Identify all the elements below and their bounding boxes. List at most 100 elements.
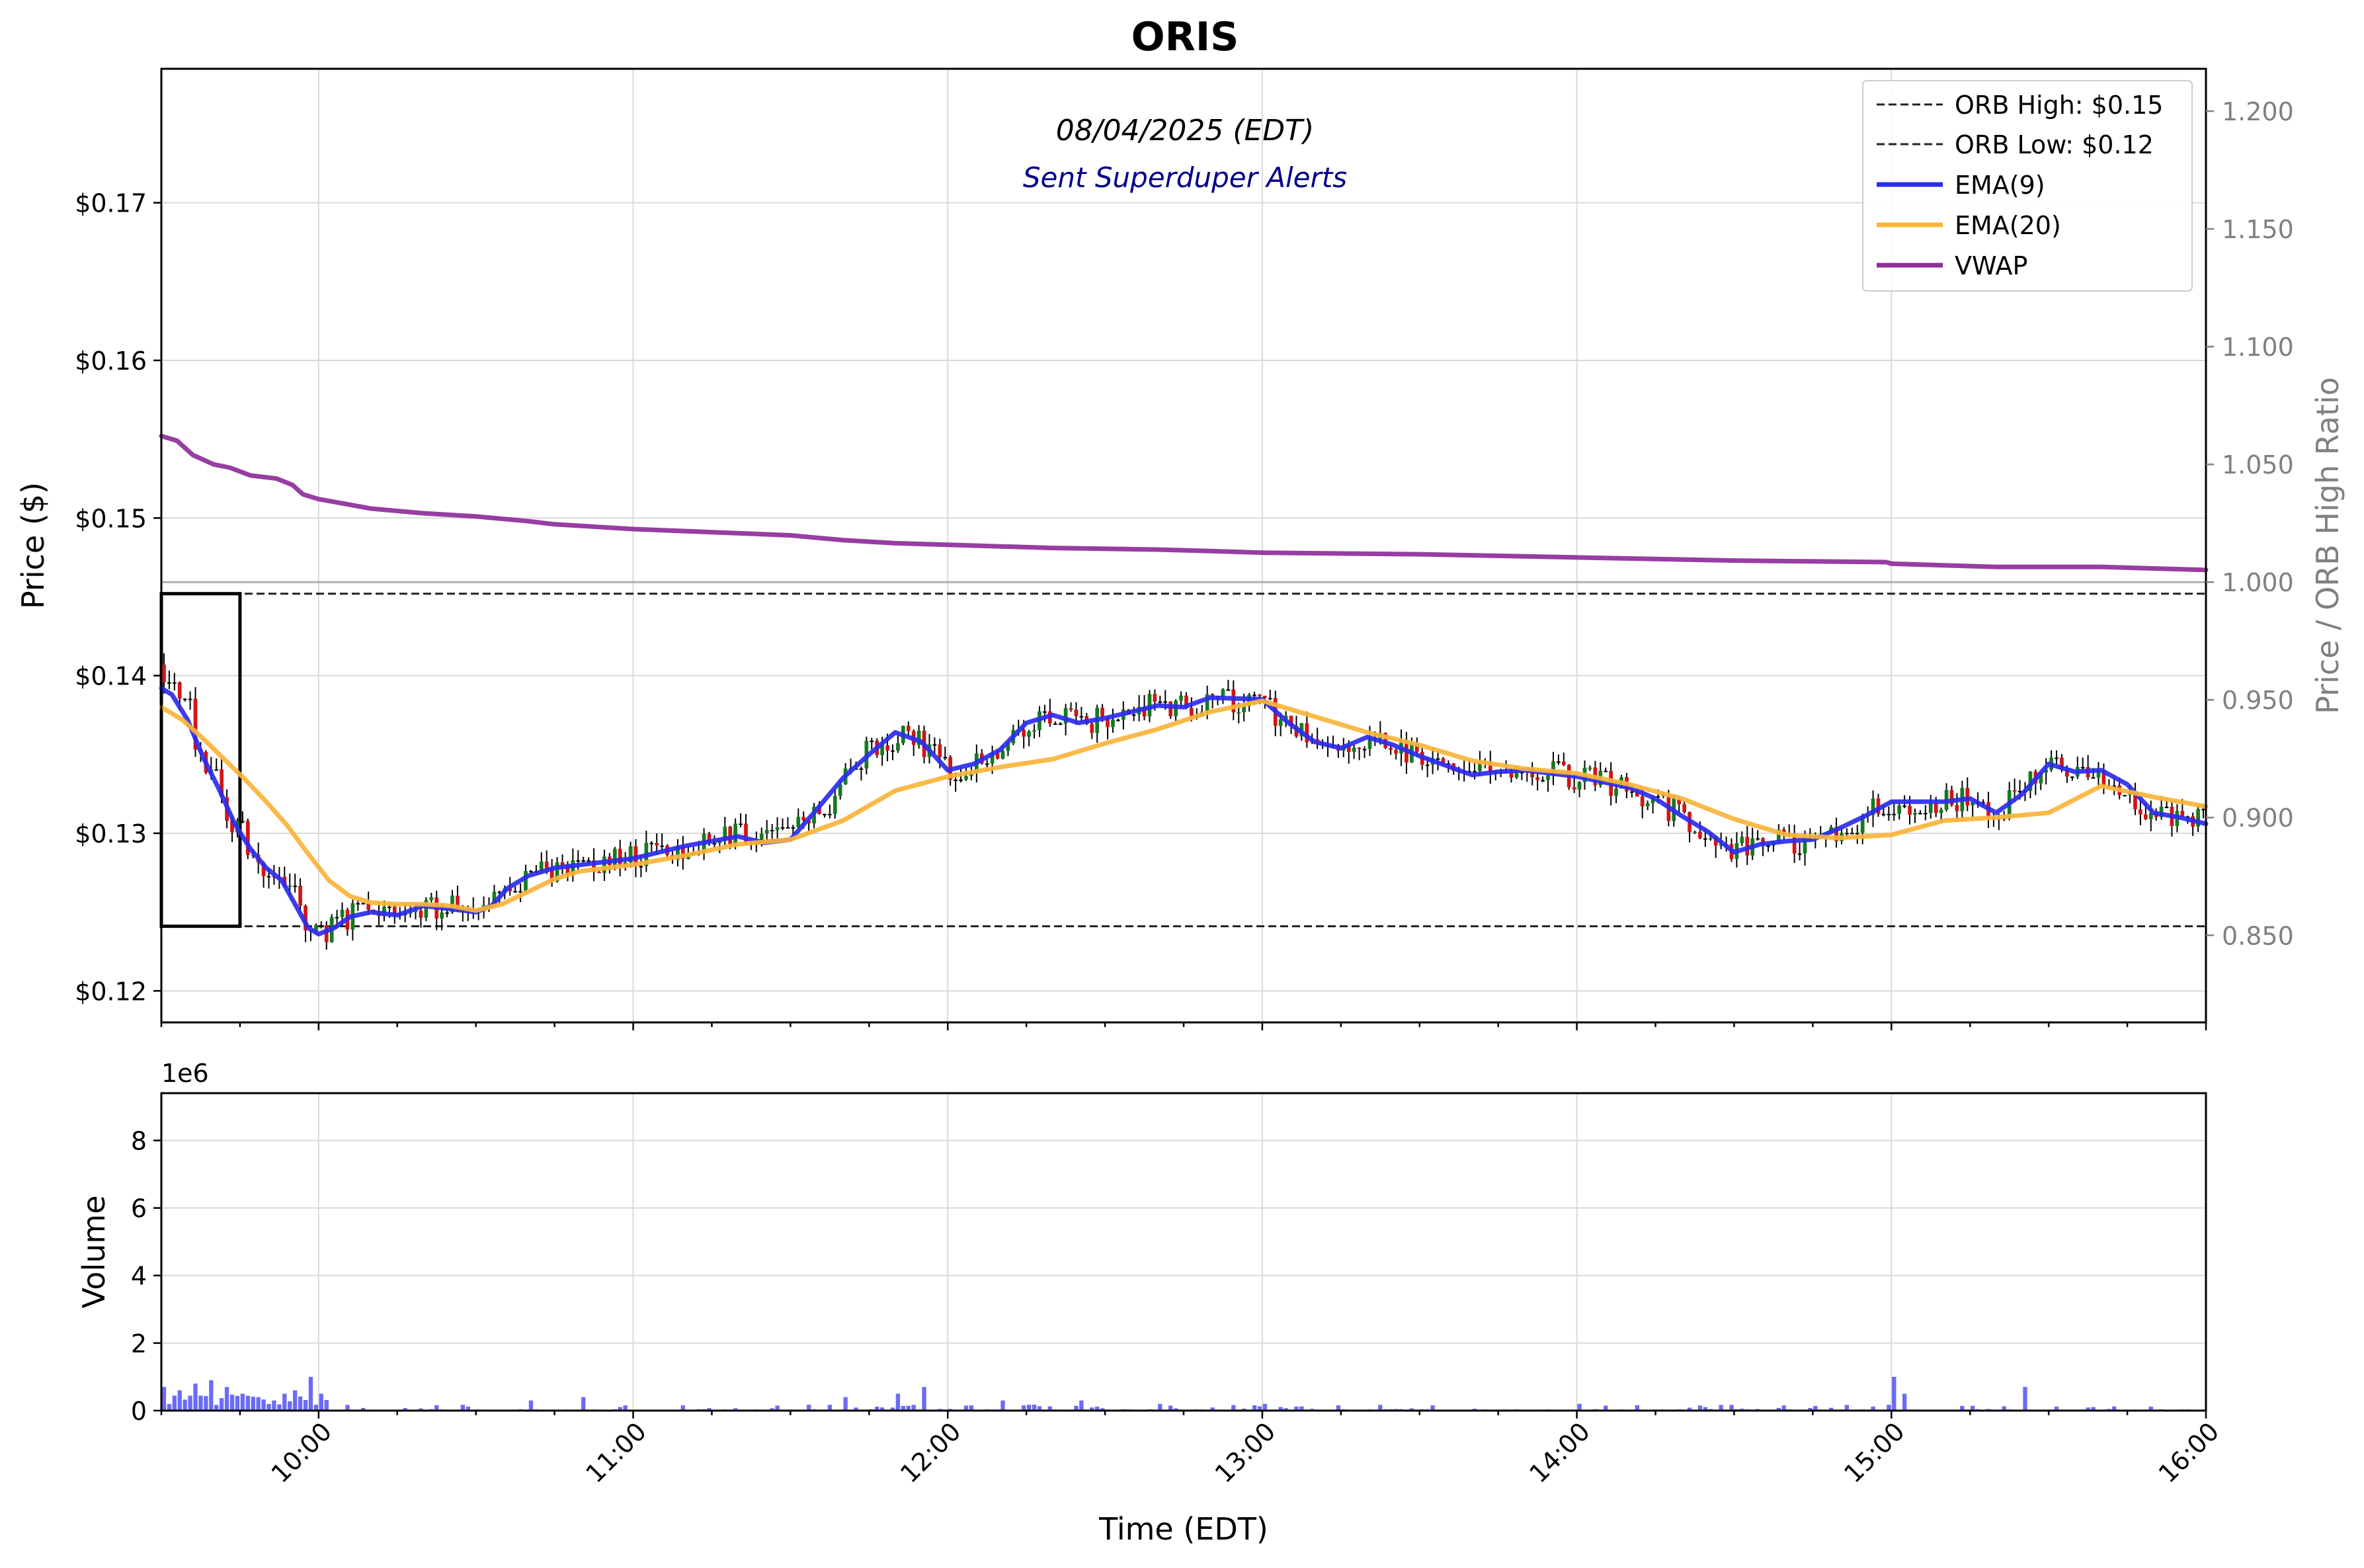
candle-body bbox=[2144, 815, 2148, 819]
candle-body bbox=[1557, 761, 1561, 763]
candle-body bbox=[2081, 767, 2085, 768]
volume-bar bbox=[209, 1380, 213, 1411]
candle-body bbox=[2013, 790, 2017, 792]
price-y-tick-label: $0.16 bbox=[75, 347, 147, 376]
candle-body bbox=[1022, 729, 1026, 736]
candle-body bbox=[786, 827, 790, 829]
price-y-tick-label: $0.17 bbox=[75, 189, 147, 218]
volume-bar bbox=[843, 1397, 847, 1411]
ratio-y-tick-label: 1.050 bbox=[2222, 450, 2294, 479]
candle-body bbox=[1163, 702, 1167, 703]
candle-body bbox=[1929, 804, 1933, 813]
candle-body bbox=[964, 776, 968, 779]
ratio-y-tick-label: 1.200 bbox=[2222, 97, 2294, 126]
candle-body bbox=[1258, 694, 1262, 696]
chart-title: ORIS bbox=[1131, 14, 1239, 60]
candle-body bbox=[823, 814, 827, 815]
candle-body bbox=[2070, 776, 2074, 778]
legend-label-orb-high: ORB High: $0.15 bbox=[1955, 91, 2163, 120]
candle-body bbox=[1389, 748, 1393, 750]
candle-body bbox=[356, 903, 360, 905]
candle-body bbox=[1908, 805, 1912, 815]
ratio-y-axis-label: Price / ORB High Ratio bbox=[2310, 377, 2345, 714]
volume-bar bbox=[183, 1399, 187, 1411]
volume-bar bbox=[241, 1393, 245, 1411]
volume-bar bbox=[225, 1387, 229, 1411]
volume-bar bbox=[230, 1395, 234, 1411]
candle-body bbox=[660, 846, 664, 847]
volume-bar bbox=[581, 1397, 585, 1411]
candle-body bbox=[2201, 809, 2205, 810]
candle-body bbox=[1535, 777, 1539, 780]
volume-bar bbox=[1892, 1377, 1896, 1411]
candle-body bbox=[293, 886, 297, 887]
candle-body bbox=[1352, 748, 1356, 752]
candle-body bbox=[2139, 809, 2142, 815]
candle-body bbox=[1426, 764, 1430, 766]
legend-label-vwap: VWAP bbox=[1955, 251, 2027, 280]
candle-body bbox=[267, 876, 271, 878]
candle-body bbox=[1913, 813, 1917, 815]
candle-body bbox=[943, 757, 947, 759]
volume-bar bbox=[325, 1400, 329, 1411]
volume-bar bbox=[529, 1401, 533, 1411]
candle-body bbox=[1090, 724, 1094, 733]
volume-bar bbox=[204, 1396, 208, 1411]
legend: ORB High: $0.15 ORB Low: $0.12 EMA(9) EM… bbox=[1863, 81, 2192, 291]
candle-body bbox=[1698, 832, 1702, 839]
candle-body bbox=[1116, 720, 1120, 721]
candle-body bbox=[1934, 804, 1938, 813]
volume-bar bbox=[167, 1404, 171, 1411]
candle-body bbox=[959, 780, 963, 781]
volume-bar bbox=[319, 1393, 323, 1411]
candle-body bbox=[597, 872, 601, 873]
candle-body bbox=[1955, 805, 1959, 811]
candle-body bbox=[1436, 759, 1440, 760]
volume-bar bbox=[1158, 1404, 1162, 1411]
candle-body bbox=[529, 871, 533, 872]
ratio-y-tick-label: 1.150 bbox=[2222, 215, 2294, 244]
volume-bar bbox=[198, 1395, 202, 1411]
candle-body bbox=[341, 910, 345, 917]
candle-body bbox=[288, 886, 292, 887]
candle-body bbox=[1279, 719, 1283, 725]
x-axis-label: Time (EDT) bbox=[1098, 1511, 1268, 1547]
price-y-tick-label: $0.15 bbox=[75, 504, 147, 533]
legend-label-ema20: EMA(20) bbox=[1955, 211, 2061, 240]
ratio-y-tick-label: 1.100 bbox=[2222, 333, 2294, 362]
candle-body bbox=[1588, 768, 1592, 769]
candle-body bbox=[639, 866, 643, 868]
volume-bar bbox=[309, 1377, 313, 1411]
candle-body bbox=[649, 843, 653, 845]
candle-body bbox=[1080, 716, 1084, 718]
candle-body bbox=[298, 886, 302, 905]
candle-body bbox=[162, 665, 166, 682]
volume-bar bbox=[173, 1395, 177, 1411]
ratio-y-tick-label: 0.850 bbox=[2222, 921, 2294, 950]
price-y-tick-label: $0.13 bbox=[75, 819, 147, 848]
volume-bar bbox=[246, 1396, 250, 1411]
candle-body bbox=[655, 843, 659, 846]
candle-body bbox=[1641, 797, 1645, 807]
volume-bar bbox=[251, 1397, 255, 1411]
candle-body bbox=[1221, 689, 1225, 696]
candle-body bbox=[1578, 782, 1582, 790]
candle-body bbox=[1237, 712, 1241, 714]
candle-body bbox=[1132, 714, 1136, 716]
candle-body bbox=[188, 698, 192, 700]
candle-body bbox=[1032, 730, 1036, 731]
candle-body bbox=[167, 682, 171, 684]
candle-body bbox=[938, 744, 942, 757]
volume-bar bbox=[1263, 1404, 1267, 1411]
candle-body bbox=[2092, 777, 2096, 778]
candle-body bbox=[581, 860, 585, 862]
volume-bar bbox=[178, 1390, 182, 1411]
volume-bar bbox=[272, 1401, 276, 1411]
candle-body bbox=[1158, 702, 1162, 703]
candle-body bbox=[1709, 839, 1713, 840]
candle-body bbox=[1268, 698, 1272, 699]
candle-body bbox=[954, 780, 958, 781]
candle-body bbox=[1069, 708, 1073, 710]
volume-bar bbox=[162, 1387, 166, 1411]
